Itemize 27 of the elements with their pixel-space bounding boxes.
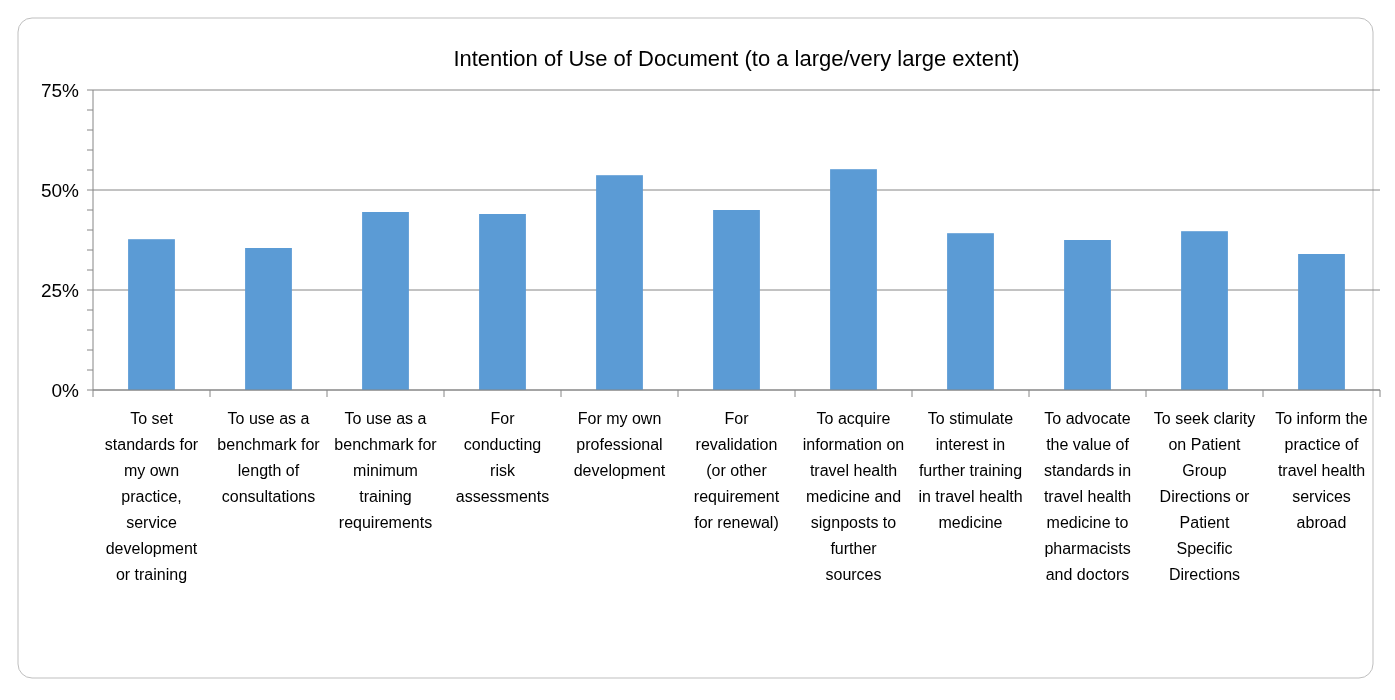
x-tick-label: For revalidation (or other requirement for renewal) [693, 410, 780, 531]
bar [1064, 240, 1111, 390]
bar [830, 169, 877, 390]
x-tick-label: To acquire information on travel health medicine and signposts to further sources [802, 410, 905, 583]
x-tick-label: To stimulate interest in further training in travel health medicine [918, 410, 1023, 531]
bar [245, 248, 292, 390]
bar [1298, 254, 1345, 390]
y-tick-label: 50% [40, 179, 80, 201]
bar [713, 210, 760, 390]
x-tick-label: To set standards for my own practice, service development or training [104, 410, 199, 583]
y-tick-label: 25% [40, 279, 80, 301]
x-tick-label: To use as a benchmark for length of consultations [217, 410, 321, 505]
bar [362, 212, 409, 390]
x-tick-label: To use as a benchmark for minimum training requirements [334, 410, 438, 531]
y-tick-label: 75% [40, 79, 80, 101]
bar [479, 214, 526, 390]
x-tick-label: To inform the practice of travel health services abroad [1275, 410, 1368, 531]
x-tick-label: To seek clarity on Patient Group Directions or Patient Specific Directions [1153, 410, 1256, 583]
bar [128, 239, 175, 390]
bar [1181, 231, 1228, 390]
x-tick-label: For my own professional development [573, 410, 666, 479]
y-tick-label: 0% [51, 379, 80, 401]
bar [596, 175, 643, 390]
x-tick-label: For conducting risk assessments [455, 410, 550, 505]
bar [947, 233, 994, 390]
x-tick-label: To advocate the value of standards in travel health medicine to pharmacists and doctors [1043, 410, 1132, 583]
chart-title: Intention of Use of Document (to a large/very large extent) [453, 46, 1020, 71]
